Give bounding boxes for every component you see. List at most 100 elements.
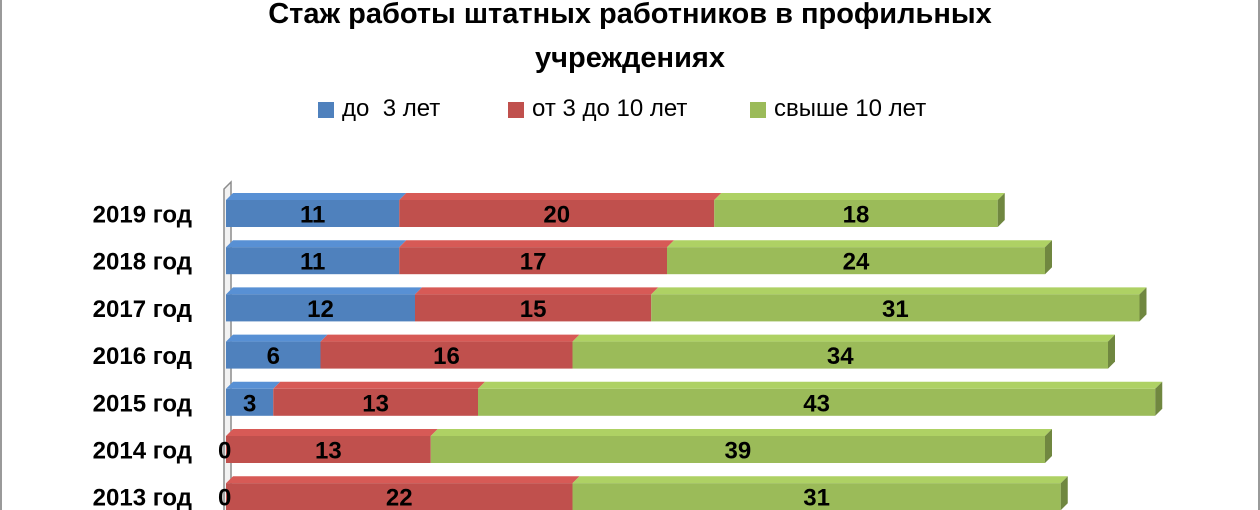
legend-label-3-to-10-years: от 3 до 10 лет bbox=[532, 95, 688, 122]
legend-label-over-10-years: свыше 10 лет bbox=[774, 95, 927, 122]
bar-front-face bbox=[226, 483, 573, 510]
data-label: 43 bbox=[803, 390, 830, 417]
legend-swatch-3-to-10-years bbox=[508, 102, 524, 118]
bar-top-face bbox=[651, 287, 1147, 295]
bar-side-face bbox=[1139, 287, 1147, 322]
bar-front-face bbox=[399, 200, 715, 227]
bar-front-face bbox=[320, 341, 573, 369]
data-label: 39 bbox=[725, 438, 752, 465]
data-label: 22 bbox=[386, 485, 413, 510]
bar-segment bbox=[273, 381, 485, 416]
bar-front-face bbox=[415, 294, 652, 322]
data-label: 11 bbox=[300, 202, 325, 229]
data-label: 13 bbox=[362, 390, 389, 417]
bar-segment bbox=[226, 193, 407, 227]
data-label: 18 bbox=[843, 202, 870, 229]
data-label: 0 bbox=[218, 485, 231, 510]
legend-swatch-over-10-years bbox=[750, 102, 766, 118]
bar-side-face bbox=[1108, 334, 1115, 369]
bar-segment bbox=[226, 334, 328, 369]
bar-top-face bbox=[430, 429, 1052, 436]
data-label: 12 bbox=[307, 296, 334, 323]
bar-front-face bbox=[226, 341, 321, 369]
data-label: 31 bbox=[803, 485, 830, 510]
bar-top-face bbox=[226, 287, 422, 295]
bar-segment bbox=[399, 240, 674, 275]
category-label: 2013 год bbox=[93, 485, 192, 510]
bar-top-face bbox=[226, 240, 407, 248]
bar-front-face bbox=[226, 294, 415, 322]
bar-segment bbox=[226, 381, 281, 416]
category-label: 2019 год bbox=[93, 202, 192, 229]
legend-label-under-3-years: до 3 лет bbox=[342, 95, 441, 122]
bar-front-face bbox=[226, 200, 400, 227]
chart-legend: до 3 лет от 3 до 10 лет свыше 10 лет bbox=[0, 92, 1260, 126]
chart-title-line-2: учреждениях bbox=[535, 42, 725, 74]
bar-side-face bbox=[1045, 429, 1052, 463]
bar-segment bbox=[430, 429, 1052, 463]
bar-top-face bbox=[714, 193, 1005, 200]
bar-front-face bbox=[572, 341, 1108, 369]
bar-front-face bbox=[714, 200, 998, 227]
category-label: 2017 год bbox=[93, 296, 192, 323]
category-label: 2016 год bbox=[93, 343, 192, 370]
bar-top-face bbox=[320, 334, 580, 342]
bar-segment bbox=[478, 381, 1163, 416]
bar-top-face bbox=[226, 429, 438, 436]
bar-side-face bbox=[1155, 381, 1163, 416]
bar-segment bbox=[667, 240, 1052, 275]
data-label: 3 bbox=[243, 390, 256, 417]
bar-front-face bbox=[399, 247, 667, 275]
bar-front-face bbox=[651, 294, 1140, 322]
chart-title-line-1: Стаж работы штатных работников в профиль… bbox=[268, 0, 992, 30]
bar-top-face bbox=[399, 240, 674, 248]
data-label: 13 bbox=[315, 438, 342, 465]
labels-layer: 2019 год 11 20 18 2018 год 11 17 24 2017 год 12 15… bbox=[93, 202, 909, 510]
bar-top-face bbox=[226, 193, 407, 200]
category-label: 2018 год bbox=[93, 249, 192, 276]
category-label: 2015 год bbox=[93, 390, 192, 417]
bar-front-face bbox=[667, 247, 1045, 275]
bar-side-face bbox=[997, 193, 1005, 227]
data-label: 20 bbox=[543, 202, 570, 229]
bar-top-face bbox=[273, 381, 485, 389]
data-label: 24 bbox=[843, 249, 870, 276]
bar-segment bbox=[226, 429, 438, 463]
bar-front-face bbox=[226, 436, 431, 463]
bar-segment bbox=[572, 334, 1115, 369]
bar-segment bbox=[572, 476, 1068, 510]
chart-title: Стаж работы штатных работников в профиль… bbox=[0, 0, 1260, 80]
data-label: 0 bbox=[218, 438, 231, 465]
bar-segment bbox=[415, 287, 659, 322]
data-label: 6 bbox=[267, 343, 280, 370]
bar-front-face bbox=[273, 388, 478, 416]
legend-swatch-under-3-years bbox=[318, 102, 334, 118]
category-label: 2014 год bbox=[93, 438, 192, 465]
bar-segment bbox=[226, 476, 580, 510]
bar-side-face bbox=[1045, 240, 1052, 275]
bar-segment bbox=[320, 334, 580, 369]
data-label: 17 bbox=[520, 249, 547, 276]
bar-front-face bbox=[226, 247, 400, 275]
bar-top-face bbox=[399, 193, 722, 200]
bar-front-face bbox=[478, 388, 1156, 416]
bar-segment bbox=[714, 193, 1005, 227]
bar-segment bbox=[226, 287, 422, 322]
data-label: 31 bbox=[882, 296, 909, 323]
bar-side-face bbox=[1060, 476, 1068, 510]
bar-front-face bbox=[226, 388, 274, 416]
bar-front-face bbox=[430, 436, 1045, 463]
bar-front-face bbox=[572, 483, 1061, 510]
data-label: 16 bbox=[433, 343, 460, 370]
bar-top-face bbox=[226, 381, 281, 389]
bar-top-face bbox=[226, 476, 580, 484]
bar-top-face bbox=[667, 240, 1052, 248]
bar-segment bbox=[226, 240, 407, 275]
bar-segment bbox=[651, 287, 1147, 322]
bar-segment bbox=[399, 193, 722, 227]
data-label: 11 bbox=[300, 249, 325, 276]
bar-top-face bbox=[226, 334, 328, 342]
bar-top-face bbox=[572, 476, 1068, 484]
